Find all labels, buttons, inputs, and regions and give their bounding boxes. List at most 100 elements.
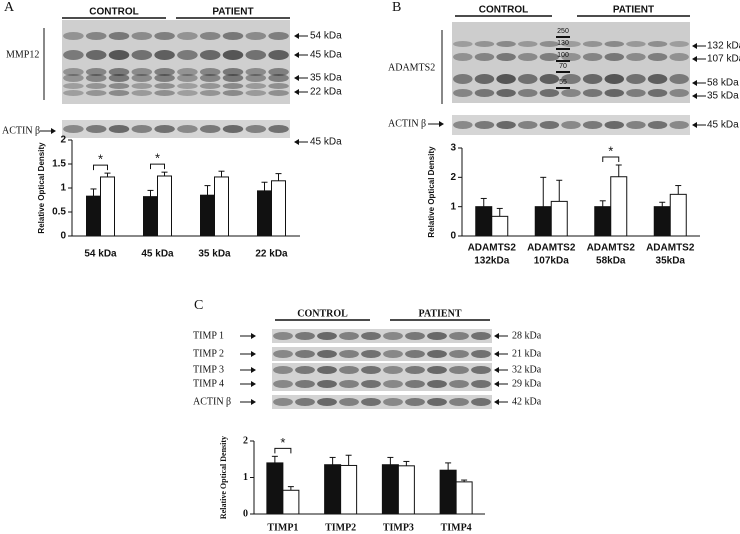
band xyxy=(268,90,289,96)
band xyxy=(517,41,538,47)
band xyxy=(85,90,107,96)
band xyxy=(626,74,646,84)
band xyxy=(222,32,244,40)
band xyxy=(131,68,153,76)
band xyxy=(647,89,668,97)
arrow-head xyxy=(692,43,697,49)
band xyxy=(647,41,668,47)
band xyxy=(177,83,198,89)
significance-bracket xyxy=(602,156,620,163)
band xyxy=(108,83,130,89)
size-label: 22 kDa xyxy=(310,87,342,98)
arrow-head xyxy=(494,381,499,387)
group-header: PATIENT xyxy=(613,5,654,16)
ladder xyxy=(556,48,570,50)
band xyxy=(453,89,473,97)
significance-label: * xyxy=(98,152,103,167)
band xyxy=(339,332,359,340)
bar xyxy=(439,469,457,515)
arrow-head xyxy=(251,381,256,387)
y-tick-label: 1 xyxy=(450,201,456,212)
marker-label: 70 xyxy=(559,63,567,70)
band xyxy=(199,74,221,82)
band xyxy=(453,53,473,61)
arrow-head xyxy=(494,351,499,357)
band xyxy=(474,53,495,61)
group-header: PATIENT xyxy=(419,308,462,319)
ladder xyxy=(556,71,570,73)
band xyxy=(474,74,495,84)
band xyxy=(405,398,425,406)
band xyxy=(361,398,381,406)
band xyxy=(63,50,84,60)
band xyxy=(273,380,293,388)
band xyxy=(561,74,581,84)
band xyxy=(647,53,668,61)
band xyxy=(647,74,668,84)
band xyxy=(383,332,403,340)
band xyxy=(539,121,560,129)
size-label: 32 kDa xyxy=(512,364,542,375)
band xyxy=(496,89,516,97)
bar xyxy=(610,176,628,237)
band xyxy=(222,68,244,76)
band xyxy=(449,380,469,388)
x-tick-label: ADAMTS2 xyxy=(468,243,517,254)
band xyxy=(449,350,469,358)
arrow-head xyxy=(439,121,444,127)
bar xyxy=(86,195,101,237)
band xyxy=(222,74,244,82)
band xyxy=(199,83,221,89)
band xyxy=(626,41,646,47)
band xyxy=(63,32,84,40)
panel-letter: A xyxy=(4,0,15,15)
band xyxy=(471,366,491,374)
band xyxy=(561,41,581,47)
y-tick-label: 2 xyxy=(60,135,66,146)
band xyxy=(474,89,495,97)
x-tick-label: TIMP4 xyxy=(441,522,472,533)
blot xyxy=(452,115,690,135)
bar xyxy=(455,481,473,515)
arrow-head xyxy=(294,89,299,95)
x-tick-label: 22 kDa xyxy=(255,249,288,260)
band xyxy=(405,332,425,340)
significance-label: * xyxy=(280,435,285,450)
x-tick-label: 54 kDa xyxy=(84,249,117,260)
bar xyxy=(257,190,272,237)
band xyxy=(295,398,315,406)
band xyxy=(268,32,289,40)
band xyxy=(471,350,491,358)
bar xyxy=(669,193,687,237)
band xyxy=(427,366,447,374)
band xyxy=(474,41,495,47)
band xyxy=(268,125,289,133)
arrow-head xyxy=(494,333,499,339)
blot xyxy=(452,22,690,103)
band xyxy=(177,74,198,82)
band xyxy=(496,74,516,84)
band xyxy=(317,398,337,406)
arrow-head xyxy=(251,333,256,339)
protein-label: ADAMTS2 xyxy=(388,62,435,73)
band xyxy=(453,121,473,129)
band xyxy=(63,125,84,133)
y-tick-label: 3 xyxy=(450,143,456,154)
band xyxy=(604,74,625,84)
band xyxy=(63,68,84,76)
band xyxy=(539,89,560,97)
band xyxy=(222,50,244,60)
bar xyxy=(550,200,568,237)
band xyxy=(295,380,315,388)
y-tick-label: 0 xyxy=(450,231,456,242)
size-label: 58 kDa xyxy=(707,78,739,89)
band xyxy=(295,366,315,374)
band xyxy=(154,74,175,82)
x-tick-label: TIMP2 xyxy=(325,522,356,533)
band xyxy=(131,74,153,82)
band xyxy=(669,53,689,61)
band xyxy=(245,50,267,60)
band xyxy=(339,380,359,388)
band xyxy=(453,41,473,47)
band xyxy=(496,53,516,61)
